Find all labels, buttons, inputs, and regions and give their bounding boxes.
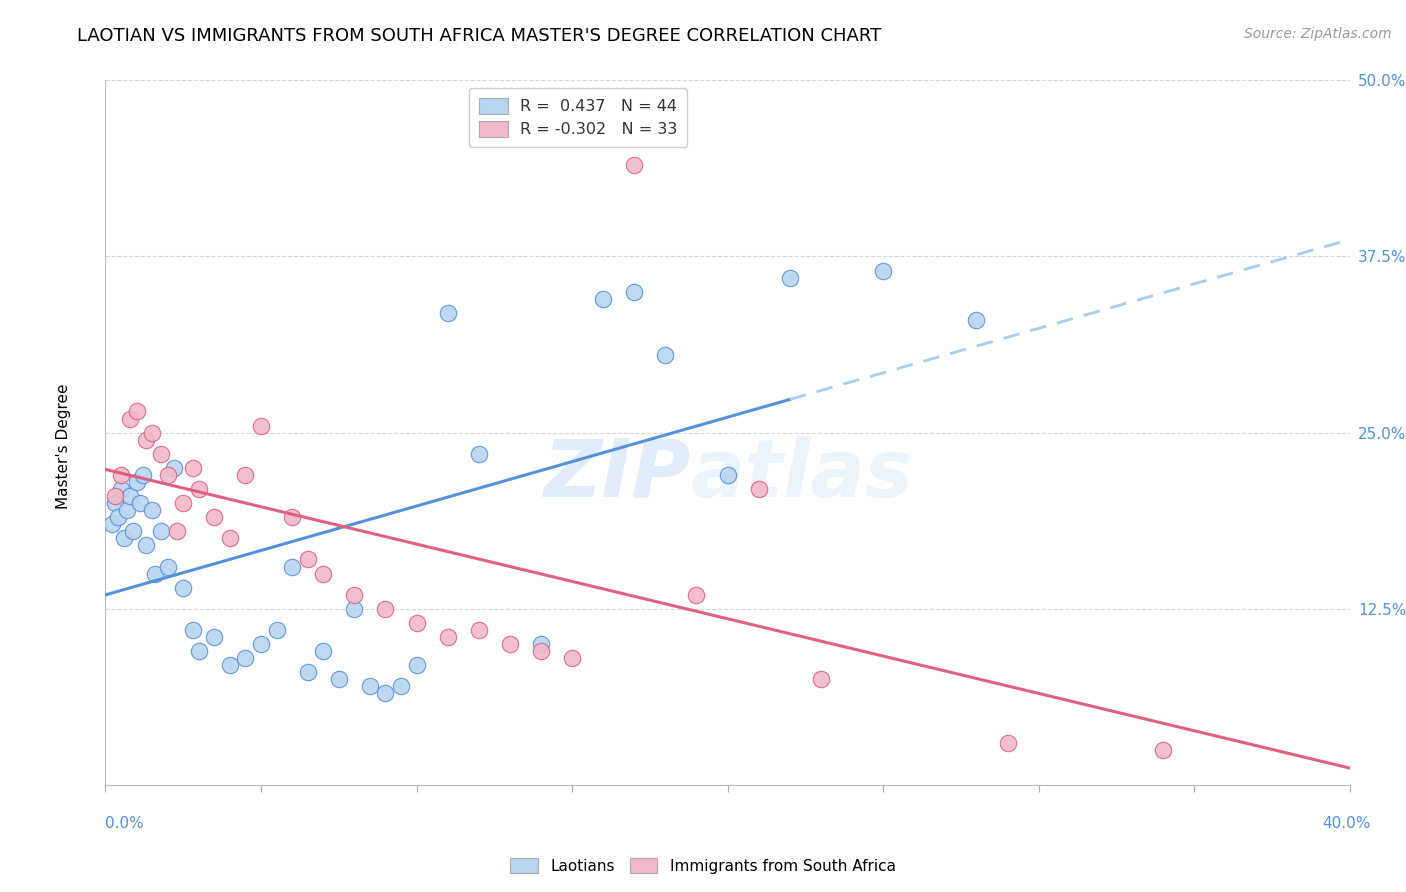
Point (235, 467, 257, 482)
Point (202, 510, 225, 524)
Point (810, 673, 832, 687)
Text: 0.0%: 0.0% (105, 816, 145, 831)
Legend: R =  0.437   N = 44, R = -0.302   N = 33: R = 0.437 N = 44, R = -0.302 N = 33 (470, 88, 688, 147)
Point (343, 588, 366, 602)
Point (389, 679, 412, 693)
Text: 40.0%: 40.0% (1323, 816, 1371, 831)
Point (104, 496, 127, 510)
Point (343, 601, 366, 615)
Point (654, 348, 676, 362)
Point (592, 292, 614, 306)
Point (166, 524, 188, 539)
Point (122, 524, 145, 539)
Point (872, 263, 894, 277)
Point (405, 658, 427, 673)
Point (115, 503, 138, 517)
Legend: Laotians, Immigrants from South Africa: Laotians, Immigrants from South Africa (505, 852, 901, 880)
Point (436, 306, 458, 320)
Point (128, 496, 150, 510)
Text: LAOTIAN VS IMMIGRANTS FROM SOUTH AFRICA MASTER'S DEGREE CORRELATION CHART: LAOTIAN VS IMMIGRANTS FROM SOUTH AFRICA … (77, 27, 882, 45)
Point (112, 532, 135, 546)
Point (748, 482, 770, 496)
Point (965, 313, 987, 327)
Point (150, 447, 173, 461)
Point (561, 651, 583, 665)
Point (219, 658, 242, 673)
Point (135, 538, 157, 552)
Point (172, 496, 194, 510)
Point (436, 630, 458, 644)
Point (623, 285, 645, 299)
Point (107, 510, 129, 524)
Point (150, 524, 173, 539)
Point (163, 460, 186, 475)
Point (467, 447, 491, 461)
Point (530, 637, 553, 651)
Point (141, 425, 163, 440)
Point (235, 651, 257, 665)
Point (374, 686, 396, 700)
Point (202, 630, 225, 644)
Text: atlas: atlas (690, 436, 912, 514)
Point (135, 433, 157, 447)
Text: Source: ZipAtlas.com: Source: ZipAtlas.com (1244, 27, 1392, 41)
Point (187, 644, 209, 658)
Point (110, 467, 132, 482)
Point (467, 623, 491, 637)
Point (187, 482, 209, 496)
Point (281, 510, 304, 524)
Point (132, 467, 155, 482)
Point (250, 637, 273, 651)
Point (312, 566, 335, 581)
Point (219, 532, 242, 546)
Point (120, 411, 142, 425)
Point (374, 601, 396, 615)
Point (120, 489, 142, 503)
Point (281, 559, 304, 574)
Point (997, 736, 1019, 750)
Point (104, 489, 127, 503)
Point (297, 552, 319, 566)
Point (312, 644, 335, 658)
Point (328, 673, 350, 687)
Point (1152, 742, 1174, 756)
Point (779, 270, 801, 285)
Text: ZIP: ZIP (543, 436, 690, 514)
Point (499, 637, 522, 651)
Point (266, 623, 288, 637)
Point (156, 467, 179, 482)
Point (181, 460, 204, 475)
Point (405, 615, 427, 630)
Point (623, 158, 645, 172)
Point (172, 581, 194, 595)
Point (685, 588, 707, 602)
Point (141, 503, 163, 517)
Point (297, 665, 319, 680)
Point (125, 404, 148, 418)
Point (359, 679, 381, 693)
Point (143, 566, 166, 581)
Point (530, 644, 553, 658)
Text: Master's Degree: Master's Degree (56, 384, 70, 508)
Point (181, 623, 204, 637)
Point (250, 418, 273, 433)
Point (156, 559, 179, 574)
Point (110, 482, 132, 496)
Point (100, 517, 122, 532)
Point (717, 467, 740, 482)
Point (125, 475, 148, 489)
